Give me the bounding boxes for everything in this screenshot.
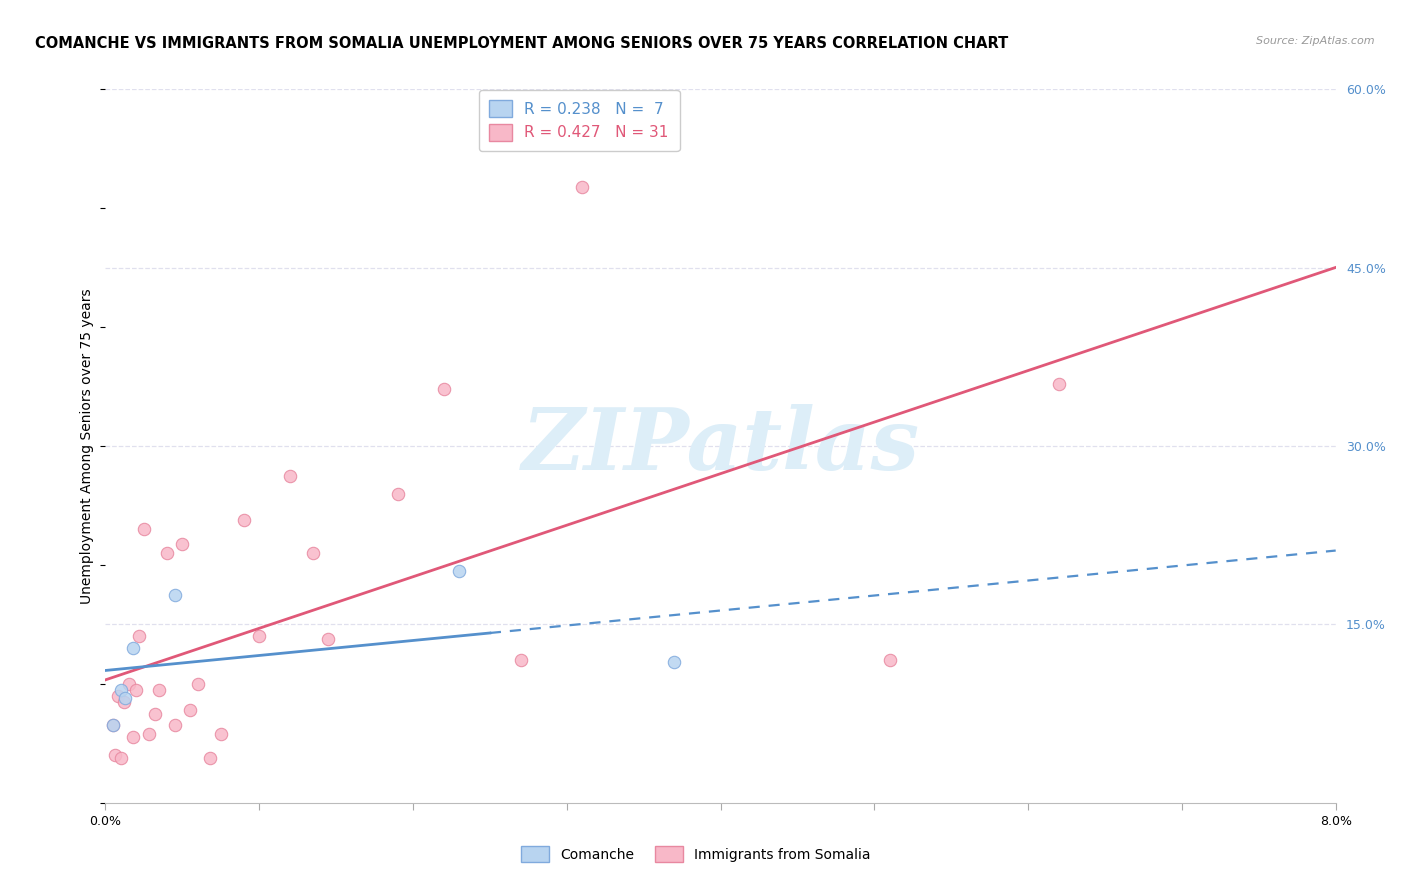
Point	[122, 641, 145, 656]
Point	[172, 536, 194, 550]
Point	[143, 706, 166, 721]
Point	[101, 718, 124, 732]
Point	[163, 718, 186, 732]
Point	[664, 656, 686, 670]
Text: ZIPatlas: ZIPatlas	[522, 404, 920, 488]
Point	[433, 382, 456, 396]
Point	[571, 179, 593, 194]
Point	[117, 677, 139, 691]
Point	[128, 629, 150, 643]
Point	[387, 486, 409, 500]
Point	[110, 750, 132, 764]
Text: COMANCHE VS IMMIGRANTS FROM SOMALIA UNEMPLOYMENT AMONG SENIORS OVER 75 YEARS COR: COMANCHE VS IMMIGRANTS FROM SOMALIA UNEM…	[35, 36, 1008, 51]
Point	[156, 546, 179, 560]
Point	[148, 682, 170, 697]
Point	[132, 522, 155, 536]
Point	[112, 695, 135, 709]
Point	[114, 691, 136, 706]
Point	[179, 703, 201, 717]
Point	[879, 653, 901, 667]
Point	[110, 682, 132, 697]
Point	[138, 727, 160, 741]
Y-axis label: Unemployment Among Seniors over 75 years: Unemployment Among Seniors over 75 years	[80, 288, 94, 604]
Text: Source: ZipAtlas.com: Source: ZipAtlas.com	[1257, 36, 1375, 45]
Point	[318, 632, 340, 646]
Point	[107, 689, 129, 703]
Point	[198, 750, 221, 764]
Point	[1047, 377, 1070, 392]
Point	[125, 682, 148, 697]
Point	[509, 653, 531, 667]
Point	[247, 629, 270, 643]
Point	[209, 727, 232, 741]
Point	[122, 731, 145, 745]
Point	[302, 546, 325, 560]
Point	[163, 588, 186, 602]
Point	[104, 748, 127, 763]
Point	[449, 564, 471, 578]
Point	[101, 718, 124, 732]
Point	[232, 513, 254, 527]
Point	[187, 677, 209, 691]
Legend: Comanche, Immigrants from Somalia: Comanche, Immigrants from Somalia	[516, 841, 876, 867]
Point	[278, 468, 301, 483]
